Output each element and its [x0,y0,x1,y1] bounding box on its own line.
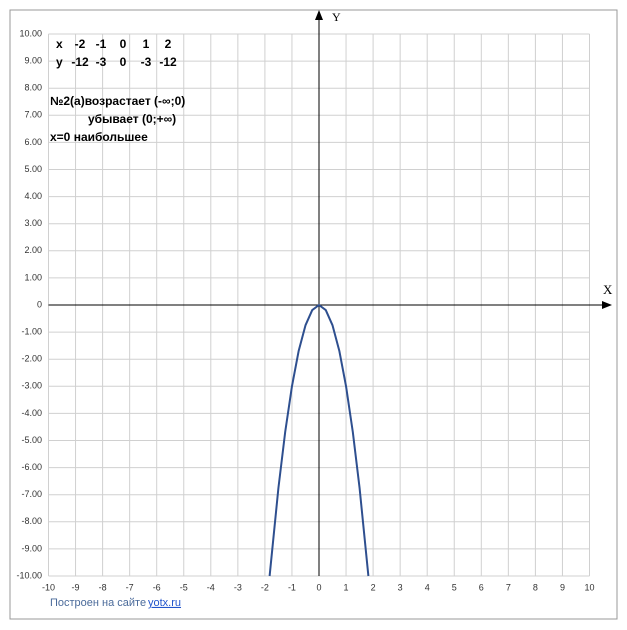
x-tick-label: 4 [425,582,430,592]
y-tick-label: -8.00 [21,516,42,526]
table-cell: 0 [120,55,127,69]
x-tick-label: 0 [316,582,321,592]
y-axis-arrow [315,10,323,20]
x-tick-label: 5 [452,582,457,592]
x-tick-label: -3 [234,582,242,592]
x-tick-label: -2 [261,582,269,592]
y-tick-label: 3.00 [24,218,42,228]
table-cell: -12 [71,55,89,69]
y-tick-label: 7.00 [24,110,42,120]
table-cell: -3 [141,55,152,69]
x-tick-label: -10 [42,582,55,592]
note: №2(а)возрастает (-∞;0) [50,94,185,108]
table-cell: y [56,55,63,69]
x-tick-label: -8 [99,582,107,592]
frame [9,9,618,620]
x-tick-label: 3 [398,582,403,592]
y-tick-label: 1.00 [24,272,42,282]
y-tick-label: 9.00 [24,55,42,65]
x-tick-label: -5 [180,582,188,592]
y-tick-label: 5.00 [24,164,42,174]
table-cell: 0 [120,37,127,51]
y-tick-label: -4.00 [21,408,42,418]
table-cell: -1 [96,37,107,51]
y-tick-label: -6.00 [21,462,42,472]
y-tick-label: -3.00 [21,381,42,391]
x-tick-label: 9 [560,582,565,592]
y-tick-label: -5.00 [21,435,42,445]
table-cell: 2 [165,37,172,51]
y-tick-label: -2.00 [21,354,42,364]
table-cell: x [56,37,63,51]
table-cell: 1 [143,37,150,51]
note: x=0 наибольшее [50,130,148,144]
y-tick-label: 6.00 [24,137,42,147]
y-tick-label: 4.00 [24,191,42,201]
x-tick-label: 6 [479,582,484,592]
x-tick-label: -4 [207,582,215,592]
x-tick-label: -1 [288,582,296,592]
x-tick-label: -9 [72,582,80,592]
note: убывает (0;+∞) [88,112,176,126]
y-tick-label: 10.00 [19,28,42,38]
y-axis-label: Y [332,10,341,24]
x-tick-label: 10 [584,582,594,592]
x-tick-label: -7 [126,582,134,592]
y-tick-label: -9.00 [21,543,42,553]
table-cell: -12 [159,55,177,69]
table-cell: -3 [96,55,107,69]
y-tick-label: -1.00 [21,326,42,336]
y-tick-label: -7.00 [21,489,42,499]
table-cell: -2 [75,37,86,51]
x-tick-label: 8 [533,582,538,592]
x-axis-label: X [603,282,613,297]
y-tick-label: -10.00 [16,570,42,580]
y-tick-label: 0 [37,299,42,309]
y-tick-label: 2.00 [24,245,42,255]
curve [268,304,370,577]
x-tick-label: -6 [153,582,161,592]
footer-text: Построен на сайте [50,597,146,609]
x-tick-label: 1 [344,582,349,592]
x-axis-arrow [602,301,612,309]
x-tick-label: 7 [506,582,511,592]
y-tick-label: 8.00 [24,83,42,93]
footer-link[interactable]: yotx.ru [148,597,181,609]
x-tick-label: 2 [371,582,376,592]
